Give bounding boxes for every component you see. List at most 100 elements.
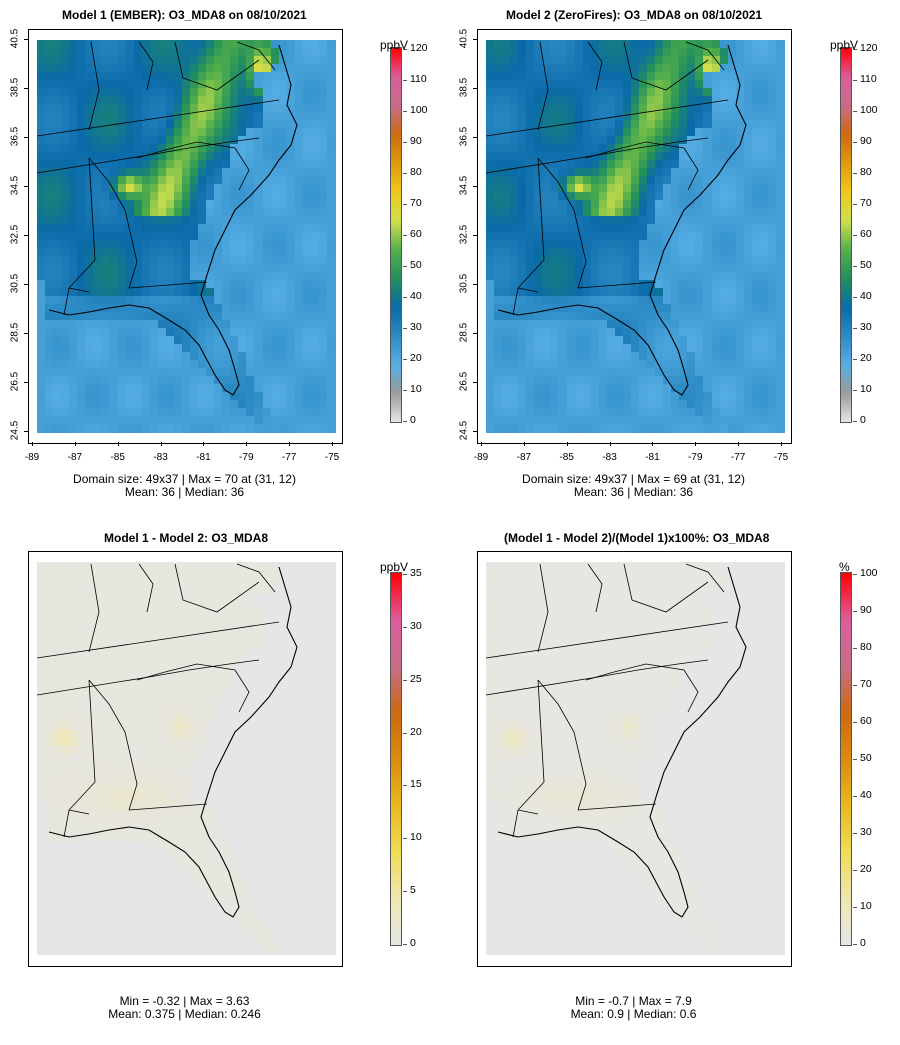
grid-cell [326,40,336,49]
grid-cell [181,136,191,145]
grid-cell [149,120,159,129]
grid-cell [45,104,54,113]
grid-cell [69,120,78,129]
grid-cell [85,128,94,137]
grid-cell [149,56,159,65]
grid-cell [270,80,280,89]
grid-cell [190,104,199,113]
grid-cell [117,184,127,193]
grid-cell [310,168,320,177]
grid-cell [173,56,183,65]
grid-cell [286,96,296,105]
grid-cell [133,136,143,145]
grid-cell [85,64,94,73]
grid-cell [141,96,151,105]
grid-cell [302,40,312,49]
grid-cell [230,120,239,129]
grid-cell [173,184,183,193]
grid-cell [61,176,70,185]
grid-cell [181,64,191,73]
grid-cell [93,120,103,129]
grid-cell [101,56,111,65]
grid-cell [125,152,135,161]
panel-title: Model 2 (ZeroFires): O3_MDA8 on 08/10/20… [506,8,763,22]
grid-cell [53,40,62,49]
grid-cell [141,72,151,81]
panel-title: Model 1 (EMBER): O3_MDA8 on 08/10/2021 [62,8,307,22]
grid-cell [246,64,256,73]
grid-cell [133,112,143,121]
grid-cell [173,72,183,81]
grid-cell [101,136,111,145]
grid-cell [294,144,304,153]
grid-cell [190,112,199,121]
grid-cell [77,136,86,145]
grid-cell [133,144,143,153]
grid-cell [214,144,223,153]
grid-cell [190,184,199,193]
grid-cell [262,112,272,121]
grid-cell [157,136,167,145]
grid-cell [198,192,207,201]
grid-cell [270,40,280,49]
grid-cell [286,120,296,129]
grid-cell [294,176,304,185]
grid-cell [246,96,256,105]
grid-cell [326,144,336,153]
grid-cell [238,168,247,177]
grid-cell [214,80,223,89]
grid-cell [214,136,223,145]
coastline [497,44,747,396]
grid-cell [254,136,264,145]
grid-cell [69,160,78,169]
state-boundary [577,281,657,289]
grid-cell [246,120,256,129]
grid-cell [53,56,62,65]
grid-cell [141,192,151,201]
grid-cell [85,80,94,89]
grid-cell [222,56,231,65]
grid-cell [270,184,280,193]
grid-cell [310,144,320,153]
grid-cell [93,160,103,169]
grid-cell [141,88,151,97]
grid-cell [214,64,223,73]
grid-cell [198,96,207,105]
grid-cell [133,104,143,113]
grid-cell [286,64,296,73]
grid-cell [125,136,135,145]
grid-cell [101,104,111,113]
grid-cell [302,112,312,121]
grid-cell [262,96,272,105]
grid-cell [37,80,46,89]
grid-cell [230,168,239,177]
grid-cell [125,176,135,185]
state-boundary [68,287,90,293]
grid-cell [222,64,231,73]
grid-cell [318,40,328,49]
grid-cell [157,128,167,137]
grid-cell [133,56,143,65]
grid-cell [318,168,328,177]
grid-cell [206,184,215,193]
grid-cell [149,40,159,49]
grid-cell [198,120,207,129]
grid-cell [157,152,167,161]
grid-cell [181,184,191,193]
grid-cell [222,88,231,97]
grid-cell [294,72,304,81]
grid-cell [173,120,183,129]
grid-cell [302,168,312,177]
grid-cell [198,80,207,89]
grid-cell [278,80,288,89]
grid-cell [173,160,183,169]
grid-cell [45,40,54,49]
grid-cell [254,64,264,73]
grid-cell [101,72,111,81]
grid-cell [61,104,70,113]
grid-cell [214,168,223,177]
grid-cell [326,72,336,81]
grid-cell [77,184,86,193]
grid-cell [198,104,207,113]
grid-cell [270,72,280,81]
